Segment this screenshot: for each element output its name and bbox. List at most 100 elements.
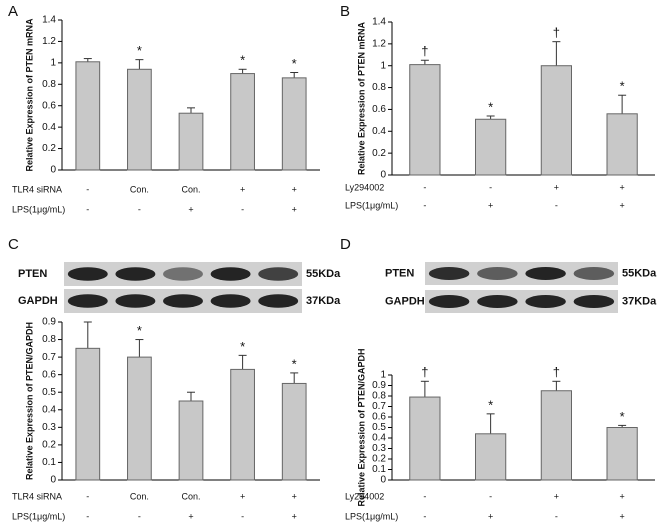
condition-value: + [292,184,297,194]
y-tick-label: 0.3 [372,443,386,454]
panel-letter: C [8,236,19,253]
blot-band [210,294,251,308]
blot-label: PTEN [385,267,414,279]
blot-band [163,294,203,308]
condition-value: - [241,511,244,521]
blot-band [477,295,518,308]
blot-size: 37KDa [306,295,341,307]
panel-letter: A [8,3,18,20]
y-tick-label: 0.4 [372,126,386,137]
bar [409,396,441,481]
y-tick-label: 1 [50,57,56,68]
significance-mark: * [292,56,297,71]
blot-band [67,267,108,281]
condition-value: + [619,182,624,192]
blot-band [258,267,299,281]
y-tick-label: 0 [380,170,386,181]
condition-value: - [241,204,244,214]
significance-mark: * [240,53,245,68]
condition-value: + [292,491,297,501]
condition-label: TLR4 siRNA [12,491,62,501]
y-tick-label: 0.2 [372,148,386,159]
y-tick-label: 0 [50,475,56,486]
y-tick-label: 1 [380,60,386,71]
blot-strip [425,290,618,313]
y-tick-label: 0 [380,475,386,486]
condition-value: + [619,511,624,521]
y-tick-label: 0.4 [42,122,56,133]
panel-letter: D [340,236,351,253]
condition-value: Con. [130,491,149,501]
bar [75,61,101,171]
condition-value: - [86,511,89,521]
significance-mark: * [488,397,493,412]
y-tick-label: 1.4 [372,17,386,28]
condition-value: + [554,491,559,501]
y-tick-label: 0.7 [372,401,386,412]
condition-label: Ly294002 [345,491,384,501]
condition-label: TLR4 siRNA [12,184,62,194]
y-axis-label: Relative Expression of PTEN mRNA [356,21,366,175]
y-tick-label: 1.2 [42,36,56,47]
y-axis-label: Relative Expression of PTEN mRNA [24,18,34,172]
y-tick-label: 0.2 [42,440,56,451]
condition-label: LPS(1μg/mL) [345,200,398,210]
blot-band [428,267,470,280]
bar [281,77,307,171]
condition-label: LPS(1μg/mL) [345,511,398,521]
y-tick-label: 0.6 [42,100,56,111]
blot-band [163,267,203,281]
blot-band [525,267,566,280]
blot-band [428,295,470,308]
blot-label: GAPDH [18,295,58,307]
y-tick-label: 0.8 [42,334,56,345]
blot-size: 55KDa [622,267,657,279]
y-tick-label: 0.2 [42,143,56,154]
condition-value: + [619,491,624,501]
bar [75,347,101,481]
condition-value: Con. [181,184,200,194]
condition-value: - [555,200,558,210]
blot-size: 37KDa [622,295,657,307]
condition-label: Ly294002 [345,182,384,192]
y-tick-label: 0 [50,165,56,176]
blot-band [115,267,156,281]
condition-value: - [555,511,558,521]
y-tick-label: 1.4 [42,15,56,26]
y-tick-label: 1.2 [372,38,386,49]
y-tick-label: 1 [380,370,386,381]
y-axis-label: Relative Expression of PTEN/GAPDH [24,322,34,480]
y-tick-label: 0.6 [42,369,56,380]
y-tick-label: 0.9 [372,380,386,391]
bar [409,64,441,176]
condition-value: + [488,200,493,210]
significance-mark: † [553,365,560,380]
bar [540,390,572,481]
blot-label: GAPDH [385,295,425,307]
condition-value: + [188,511,193,521]
condition-label: LPS(1μg/mL) [12,204,65,214]
bar [606,113,638,176]
bar [540,65,572,176]
bar [475,433,507,481]
blot-band [573,295,615,308]
condition-label: LPS(1μg/mL) [12,511,65,521]
bar [127,68,152,171]
blot-band [573,267,615,280]
significance-mark: † [553,25,560,40]
condition-value: - [423,491,426,501]
y-tick-label: 0.4 [372,433,386,444]
y-tick-label: 0.5 [372,422,386,433]
significance-mark: * [292,356,297,371]
significance-mark: * [240,339,245,354]
condition-value: + [619,200,624,210]
y-tick-label: 0.7 [42,352,56,363]
blot-band [258,294,299,308]
bar [127,356,152,481]
condition-value: - [86,491,89,501]
y-tick-label: 0.5 [42,387,56,398]
blot-label: PTEN [18,268,47,280]
bar [178,400,204,481]
y-tick-label: 0.4 [42,404,56,415]
